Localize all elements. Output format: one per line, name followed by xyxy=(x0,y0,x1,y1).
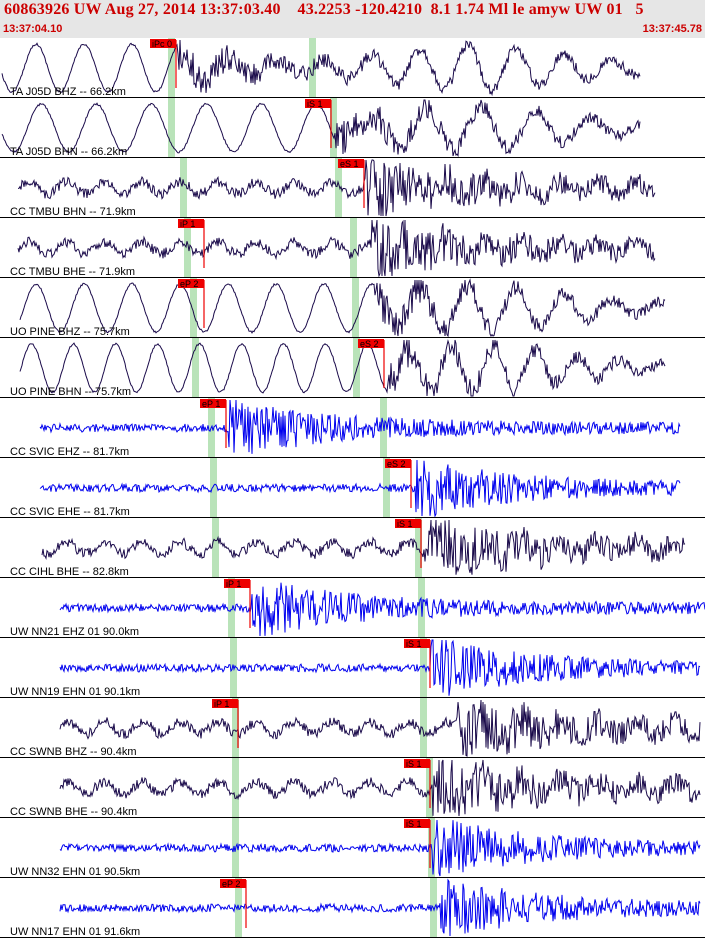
pick-label: iP 1 xyxy=(226,579,241,589)
pick-label: iP 1 xyxy=(180,219,195,229)
waveform xyxy=(1,39,641,97)
pick-flag[interactable] xyxy=(305,99,331,108)
pick-flag[interactable] xyxy=(395,519,421,528)
pick-flag[interactable] xyxy=(404,759,430,768)
trace-row[interactable]: iP 1 CC TMBU BHE -- 71.9km xyxy=(0,218,705,278)
trace-label: CC SWNB BHE -- 90.4km xyxy=(10,806,137,818)
trace-label: UO PINE BHZ -- 75.7km xyxy=(10,326,130,338)
waveform xyxy=(39,459,681,518)
pick-label: eS 2 xyxy=(387,459,406,469)
pick-label: iS 1 xyxy=(406,639,422,649)
s-window-marker xyxy=(420,698,427,758)
pick-flag[interactable] xyxy=(338,159,364,168)
trace-label: UW NN19 EHN 01 90.1km xyxy=(10,686,140,698)
pick-flag[interactable] xyxy=(178,219,204,228)
trace-row[interactable]: iS 1 CC CIHL BHE -- 82.8km xyxy=(0,518,705,578)
trace-row[interactable]: eP 2 UW NN17 EHN 01 91.6km xyxy=(0,878,705,938)
trace-row[interactable]: iS 1 UW NN19 EHN 01 90.1km xyxy=(0,638,705,698)
trace-row[interactable]: iS 1 CC SWNB BHE -- 90.4km xyxy=(0,758,705,818)
waveform xyxy=(59,819,701,877)
pick-flag[interactable] xyxy=(178,279,204,288)
p-window-marker xyxy=(210,458,217,518)
trace-row[interactable]: eS 2 UO PINE BHN -- 75.7km xyxy=(0,338,705,398)
s-window-marker xyxy=(330,98,337,158)
waveform xyxy=(59,878,701,937)
waveform xyxy=(41,519,686,575)
p-window-marker xyxy=(232,758,239,818)
pick-label: iPc 0 xyxy=(152,39,172,49)
end-time: 13:37:45.78 xyxy=(642,23,702,35)
trace-label: CC SWNB BHZ -- 90.4km xyxy=(10,746,137,758)
pick-label: iS 1 xyxy=(406,759,422,769)
waveform xyxy=(39,399,681,454)
pick-label: eP 2 xyxy=(180,279,198,289)
p-window-marker xyxy=(184,218,191,278)
s-window-marker xyxy=(350,218,357,278)
start-time: 13:37:04.10 xyxy=(3,23,63,35)
pick-flag[interactable] xyxy=(404,639,430,648)
waveform xyxy=(17,219,656,278)
pick-flag[interactable] xyxy=(224,579,250,588)
trace-label: UW NN21 EHZ 01 90.0km xyxy=(10,626,139,638)
pick-label: eP 1 xyxy=(202,399,220,409)
trace-row[interactable]: iS 1 UW NN32 EHN 01 90.5km xyxy=(0,818,705,878)
waveform xyxy=(19,278,666,338)
pick-label: eS 1 xyxy=(340,159,359,169)
pick-label: iP 1 xyxy=(214,699,229,709)
pick-label: iS 1 xyxy=(397,519,413,529)
waveform xyxy=(59,699,701,757)
trace-label: UW NN32 EHN 01 90.5km xyxy=(10,866,140,878)
p-window-marker xyxy=(168,38,175,98)
trace-label: UW NN17 EHN 01 91.6km xyxy=(10,926,140,938)
pick-label: iS 1 xyxy=(406,819,422,829)
pick-flag[interactable] xyxy=(150,39,176,48)
trace-row[interactable]: iPc 0 TA J05D BHZ -- 66.2km xyxy=(0,38,705,98)
waveform xyxy=(59,639,701,696)
trace-label: TA J05D BHN -- 66.2km xyxy=(10,146,127,158)
trace-label: CC TMBU BHE -- 71.9km xyxy=(10,266,135,278)
pick-flag[interactable] xyxy=(404,819,430,828)
trace-row[interactable]: iP 1 UW NN21 EHZ 01 90.0km xyxy=(0,578,705,638)
trace-row[interactable]: eP 1 CC SVIC EHZ -- 81.7km xyxy=(0,398,705,458)
s-window-marker xyxy=(415,518,422,578)
p-window-marker xyxy=(228,578,235,638)
pick-label: eS 2 xyxy=(360,339,379,349)
trace-label: CC SVIC EHE -- 81.7km xyxy=(10,506,130,518)
trace-row[interactable]: eS 2 CC SVIC EHE -- 81.7km xyxy=(0,458,705,518)
p-window-marker xyxy=(212,518,219,578)
event-title: 60863926 UW Aug 27, 2014 13:37:03.40 43.… xyxy=(4,1,644,18)
s-window-marker xyxy=(420,638,427,698)
waveform xyxy=(18,159,656,217)
trace-label: CC SVIC EHZ -- 81.7km xyxy=(10,446,129,458)
pick-flag[interactable] xyxy=(212,699,238,708)
p-window-marker xyxy=(192,338,199,398)
waveform xyxy=(59,759,701,817)
waveform xyxy=(59,582,705,637)
trace-row[interactable]: eP 2 UO PINE BHZ -- 75.7km xyxy=(0,278,705,338)
s-window-marker xyxy=(335,158,342,218)
s-window-marker xyxy=(309,38,316,98)
s-window-marker xyxy=(352,278,359,338)
trace-label: CC TMBU BHN -- 71.9km xyxy=(10,206,136,218)
trace-label: UO PINE BHN -- 75.7km xyxy=(10,386,131,398)
trace-row[interactable]: iP 1 CC SWNB BHZ -- 90.4km xyxy=(0,698,705,758)
event-header: 60863926 UW Aug 27, 2014 13:37:03.40 43.… xyxy=(0,0,705,38)
trace-label: CC CIHL BHE -- 82.8km xyxy=(10,566,129,578)
pick-flag[interactable] xyxy=(220,879,246,888)
p-window-marker xyxy=(168,98,175,158)
pick-label: iS 1 xyxy=(307,99,323,109)
waveform xyxy=(1,99,641,158)
trace-row[interactable]: eS 1 CC TMBU BHN -- 71.9km xyxy=(0,158,705,218)
p-window-marker xyxy=(232,698,239,758)
pick-label: eP 2 xyxy=(222,879,240,889)
trace-label: TA J05D BHZ -- 66.2km xyxy=(10,86,126,98)
pick-flag[interactable] xyxy=(200,399,226,408)
p-window-marker xyxy=(190,278,197,338)
pick-flag[interactable] xyxy=(358,339,384,348)
waveform xyxy=(19,339,666,397)
pick-flag[interactable] xyxy=(385,459,411,468)
p-window-marker xyxy=(180,158,187,218)
trace-row[interactable]: iS 1 TA J05D BHN -- 66.2km xyxy=(0,98,705,158)
